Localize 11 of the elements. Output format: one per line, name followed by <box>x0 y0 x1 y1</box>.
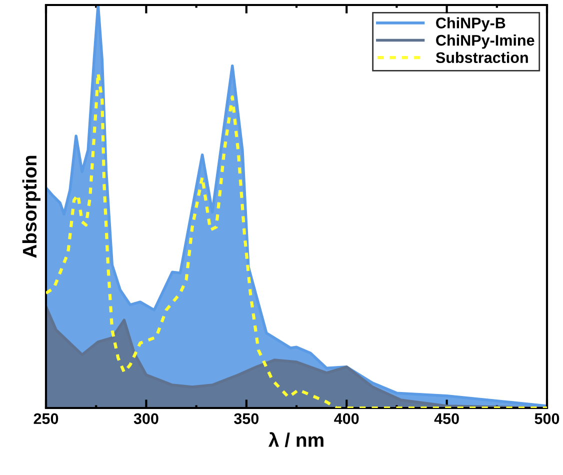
x-axis-title: λ / nm <box>268 432 324 448</box>
x-tick-label: 250 <box>34 413 58 424</box>
legend-label: Substraction <box>436 52 528 64</box>
x-tick-label: 500 <box>534 413 560 424</box>
x-tick-label: 400 <box>334 413 359 424</box>
x-tick-label: 350 <box>234 413 259 424</box>
x-tick-label: 450 <box>434 413 459 424</box>
y-axis-title: Absorption <box>22 156 40 258</box>
x-tick-label: 300 <box>134 413 158 424</box>
legend-label: ChiNPy-B <box>436 17 506 32</box>
legend-label: ChiNPy-Imine <box>436 34 534 49</box>
